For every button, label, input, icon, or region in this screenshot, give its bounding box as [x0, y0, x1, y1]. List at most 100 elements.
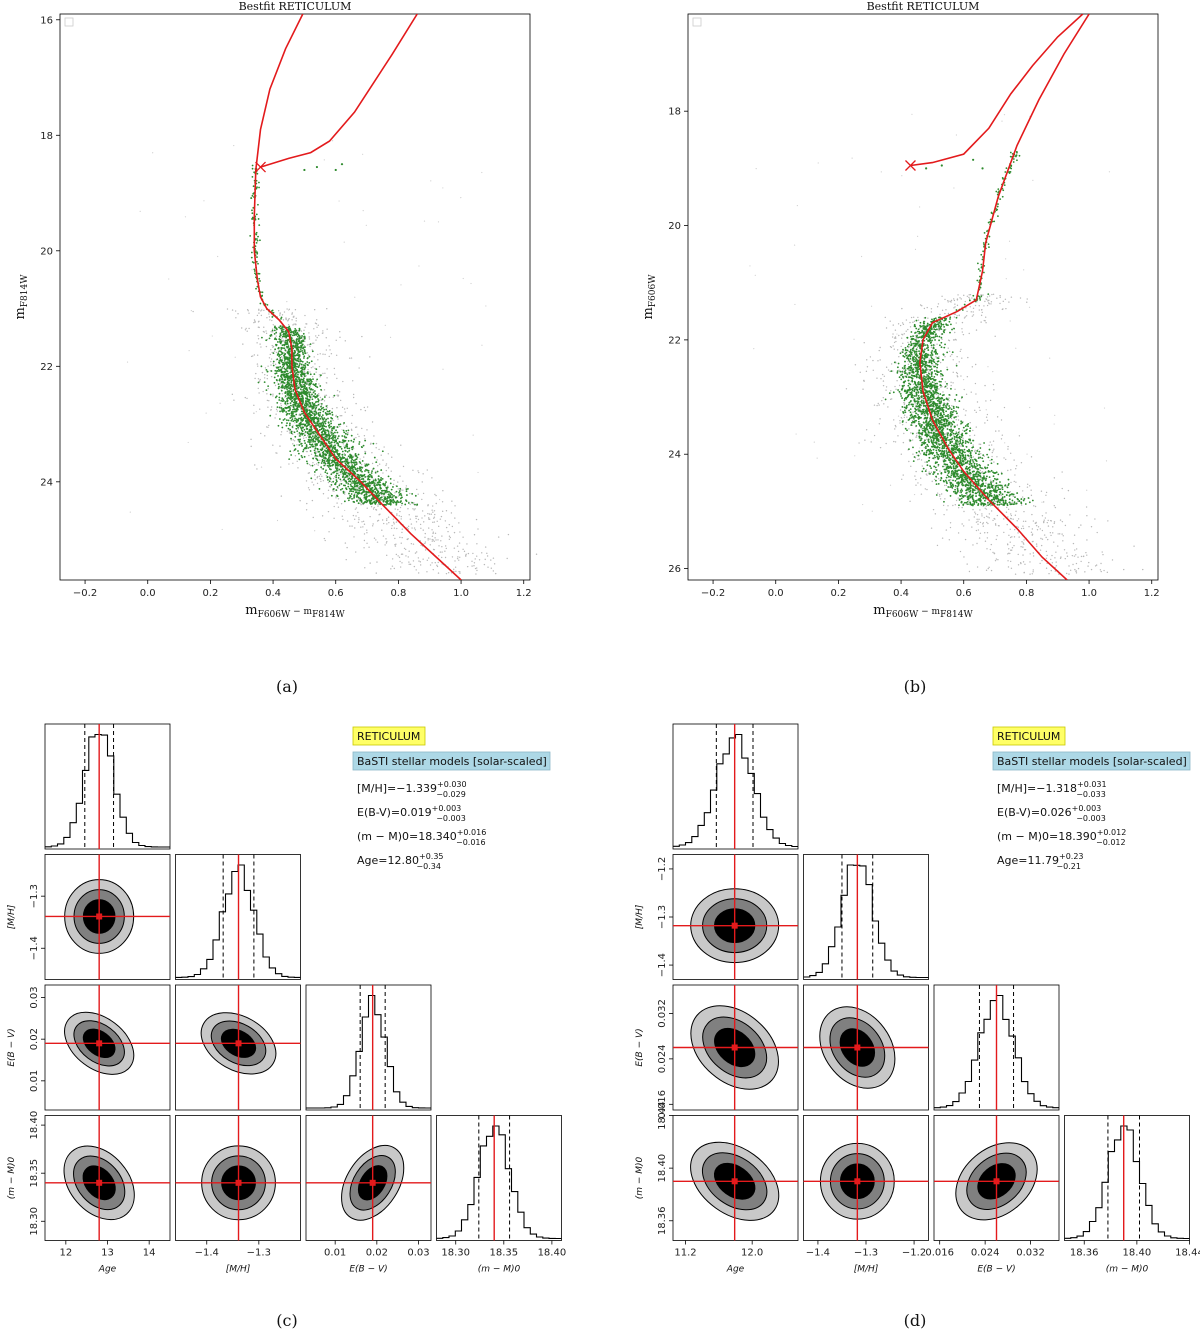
member-star-point: [387, 475, 390, 478]
member-star-point: [302, 450, 304, 453]
member-star-point: [280, 375, 282, 378]
field-star-point: [975, 393, 977, 395]
field-star-point: [254, 464, 256, 466]
member-star-point: [348, 447, 351, 450]
field-star-point: [1022, 542, 1024, 544]
member-star-point: [283, 367, 286, 370]
member-star-point: [303, 428, 306, 431]
member-star-point: [326, 476, 329, 478]
member-star-point: [323, 417, 326, 420]
field-star-point: [394, 492, 396, 494]
field-star-point: [979, 521, 982, 524]
member-star-point: [285, 424, 288, 427]
member-star-point: [309, 343, 312, 346]
member-star-point: [366, 484, 368, 487]
field-star-point: [439, 518, 442, 520]
member-star-point: [309, 405, 312, 408]
member-star-point: [350, 455, 353, 458]
field-star-point: [415, 551, 418, 553]
field-star-point: [395, 521, 398, 523]
field-star-point: [961, 321, 964, 324]
field-star-point: [1035, 524, 1038, 527]
field-star-point: [434, 493, 436, 496]
field-star-point: [963, 510, 965, 513]
member-star-point: [289, 367, 292, 370]
field-star-point: [1011, 536, 1013, 538]
field-star-point: [971, 526, 973, 528]
member-star-point: [323, 425, 326, 428]
member-star-point: [279, 325, 282, 328]
member-star-point: [312, 383, 315, 386]
field-star-point: [310, 409, 313, 411]
field-star-point: [329, 475, 331, 478]
member-star-point: [381, 477, 384, 480]
member-star-point: [310, 428, 313, 430]
member-star-point: [293, 449, 296, 451]
field-star-point: [1003, 531, 1005, 534]
field-star-point: [892, 333, 894, 335]
field-star-point: [317, 353, 319, 356]
field-star-point: [985, 400, 987, 402]
field-star-point: [419, 523, 422, 526]
field-star-point: [293, 372, 296, 375]
member-star-point: [387, 496, 390, 499]
y-tick-label: 18: [40, 131, 53, 142]
field-star-point: [492, 557, 495, 559]
member-star-point: [336, 469, 339, 472]
field-star-point: [358, 517, 360, 519]
member-star-point: [350, 439, 353, 442]
field-star-point: [386, 541, 388, 543]
member-star-point: [349, 453, 352, 456]
member-star-point: [287, 361, 289, 364]
field-star-point: [377, 488, 379, 490]
field-star-point: [329, 430, 332, 433]
member-star-point: [305, 400, 307, 402]
field-star-point: [872, 369, 874, 371]
field-star-point: [1019, 297, 1022, 299]
field-star-point: [946, 366, 948, 368]
member-star-point: [278, 361, 280, 364]
field-star-point: [345, 558, 347, 561]
member-star-point: [309, 446, 312, 449]
member-star-point: [301, 370, 303, 373]
field-star-point: [1041, 538, 1044, 540]
field-star-point: [286, 350, 288, 352]
field-star-point: [316, 482, 319, 485]
cmd-panel-a: −0.2 0.0 0.2 0.4 0.6 0.8 1.0 1.21618202224Bestf…: [13, 0, 538, 620]
field-star-point: [903, 414, 906, 416]
field-star-point: [358, 435, 360, 438]
member-star-point: [364, 452, 367, 455]
field-star-point: [344, 411, 346, 413]
field-star-point: [271, 344, 273, 347]
field-star-point: [426, 559, 429, 562]
field-star-point: [365, 224, 367, 226]
field-star-point: [936, 343, 938, 345]
field-star-point: [918, 458, 920, 460]
field-star-point: [1123, 568, 1125, 571]
member-star-point: [344, 449, 347, 452]
member-star-point: [251, 261, 254, 263]
field-star-point: [338, 200, 340, 202]
member-star-point: [335, 479, 338, 481]
field-star-point: [944, 381, 947, 383]
field-star-point: [882, 396, 885, 399]
member-star-point: [328, 442, 331, 445]
field-star-point: [344, 340, 347, 342]
field-star-point: [970, 391, 972, 393]
field-star-point: [946, 509, 948, 511]
member-star-point: [311, 435, 314, 438]
field-star-point: [1010, 513, 1012, 515]
member-star-point: [353, 481, 355, 483]
member-star-point: [286, 392, 289, 394]
field-star-point: [267, 426, 269, 428]
field-star-point: [1069, 514, 1071, 516]
field-star-point: [441, 551, 443, 553]
field-star-point: [1035, 543, 1038, 545]
member-star-point: [343, 422, 346, 424]
member-star-point: [338, 484, 341, 487]
member-star-point: [302, 364, 305, 366]
field-star-point: [352, 393, 355, 396]
field-star-point: [915, 470, 917, 473]
member-star-point: [289, 378, 292, 380]
member-star-point: [315, 469, 317, 472]
